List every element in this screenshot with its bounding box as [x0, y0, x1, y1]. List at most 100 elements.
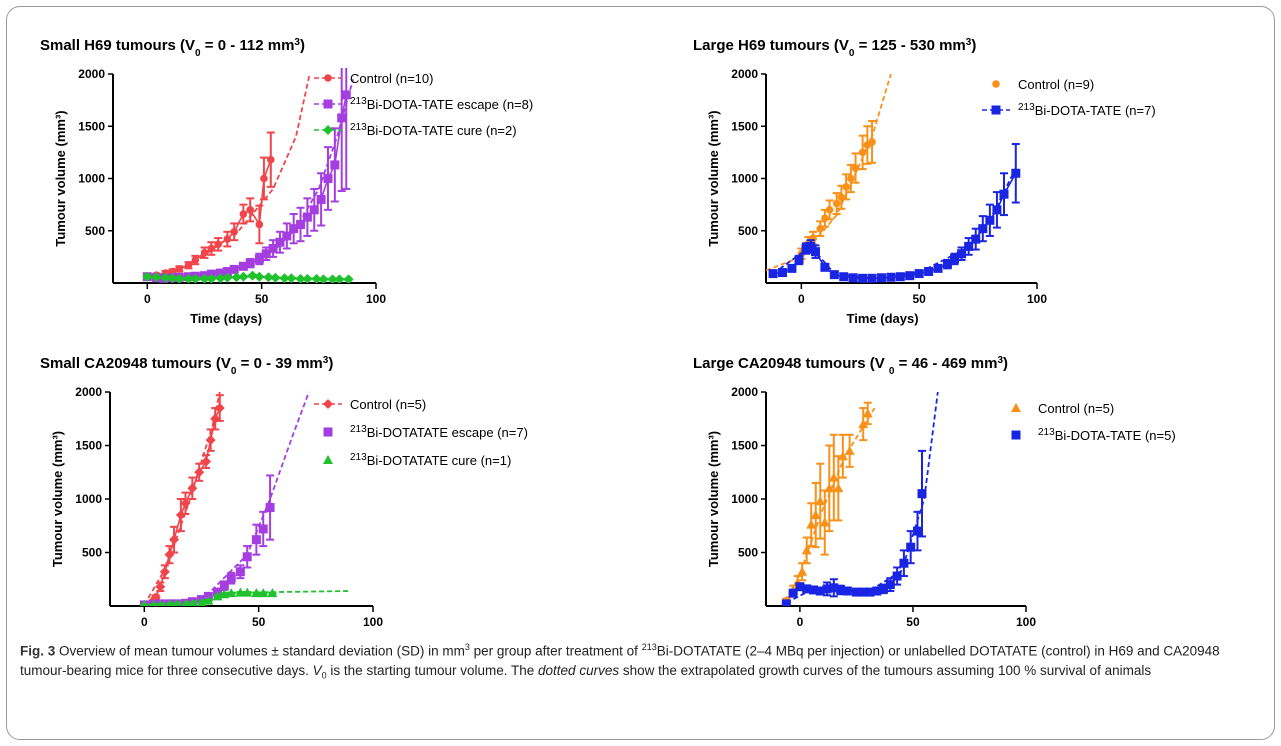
data-point: [327, 274, 338, 283]
plot-area: [781, 391, 939, 606]
data-point: [222, 267, 232, 277]
data-point: [899, 558, 909, 568]
data-point: [231, 272, 242, 283]
data-point: [160, 272, 171, 283]
chart-title-part: Small H69 tumours (V: [40, 37, 195, 54]
data-point: [242, 552, 252, 562]
data-point: [914, 269, 924, 279]
legend-label-part: Bi-DOTA-TATE (n=5): [1055, 428, 1176, 443]
data-point: [270, 272, 281, 283]
chart-title: Large CA20948 tumours (V 0 = 46 - 469 mm…: [693, 355, 1008, 377]
y-tick-label: 500: [738, 546, 758, 560]
legend-label-part: Bi-DOTA-TATE (n=7): [1035, 103, 1156, 118]
legend-marker: [323, 427, 333, 437]
data-point: [876, 273, 886, 283]
data-point: [912, 526, 922, 536]
data-point: [282, 231, 292, 241]
chart-title-part: ): [971, 37, 976, 54]
data-point: [245, 258, 255, 268]
fit-curve: [772, 167, 1017, 280]
x-tick-label: 100: [1027, 292, 1047, 306]
chart-title: Small H69 tumours (V0 = 0 - 112 mm3): [40, 37, 305, 59]
data-point: [295, 273, 306, 283]
caption-text-3: Bi-DOTATATE (2–4 MBq per injection) or u…: [20, 643, 1220, 678]
x-tick-label: 0: [797, 615, 804, 629]
data-point: [832, 199, 841, 208]
data-point: [833, 483, 844, 493]
data-point: [251, 535, 261, 545]
data-point: [167, 273, 178, 283]
data-point: [180, 498, 191, 509]
legend-label-part: Control (n=5): [1038, 401, 1114, 416]
data-point: [892, 571, 902, 581]
data-point: [797, 566, 808, 576]
data-point: [858, 419, 869, 429]
y-tick-label: 1000: [78, 172, 105, 186]
legend-label-part: Control (n=10): [350, 71, 433, 86]
legend-label: Control (n=5): [1038, 401, 1114, 416]
chart-title-part: 0: [889, 366, 895, 377]
y-axis-label: Tumour volume (mm³): [706, 431, 721, 567]
data-point: [323, 174, 333, 183]
data-point: [865, 587, 875, 597]
caption-text-1: Overview of mean tumour volumes ± standa…: [55, 643, 465, 659]
data-point: [260, 174, 268, 183]
legend-label: 213Bi-DOTA-TATE cure (n=2): [350, 122, 517, 139]
data-point: [992, 205, 1002, 215]
data-point: [187, 483, 198, 494]
data-point: [150, 599, 157, 606]
data-point: [289, 224, 299, 234]
x-tick-label: 100: [1016, 615, 1036, 629]
y-tick-label: 2000: [731, 67, 758, 81]
chart-title-part: = 46 - 469 mm: [894, 355, 997, 372]
data-point: [265, 503, 275, 513]
fit-curve: [147, 73, 311, 278]
figure-canvas: Small H69 tumours (V0 = 0 - 112 mm3) 500 1…: [40, 37, 1176, 630]
data-point: [895, 272, 905, 282]
data-point: [207, 244, 216, 253]
series-1: [143, 73, 311, 281]
data-point: [214, 403, 225, 414]
legend-label: 213Bi-DOTATATE cure (n=1): [350, 452, 511, 469]
data-point: [169, 534, 180, 545]
data-point: [174, 273, 185, 283]
figure-frame: [6, 6, 1275, 740]
data-point: [159, 566, 170, 577]
data-point: [924, 267, 934, 277]
data-point: [839, 272, 849, 282]
data-point: [330, 160, 340, 170]
data-point: [788, 588, 798, 598]
chart-title-part: Large H69 tumours (V: [693, 37, 849, 54]
caption-fig-label: Fig. 3: [20, 643, 56, 659]
data-point: [836, 585, 846, 595]
data-point: [258, 588, 269, 598]
data-point: [806, 519, 817, 529]
y-tick-label: 2000: [75, 385, 102, 399]
caption-sup-2: 213: [641, 642, 657, 652]
data-point: [858, 587, 868, 597]
legend-label-part: Bi-DOTATATE escape (n=7): [367, 425, 528, 440]
data-point: [226, 573, 236, 583]
data-point: [247, 270, 258, 281]
data-point: [868, 138, 876, 146]
data-point: [206, 273, 217, 283]
data-point: [905, 271, 915, 281]
series-1: [781, 401, 876, 605]
chart-title-part: Small CA20948 tumours (V: [40, 355, 231, 372]
chart-title-part: = 125 - 530 mm: [854, 37, 965, 54]
series-2: [781, 391, 939, 606]
data-point: [837, 451, 848, 461]
data-point: [316, 194, 326, 204]
data-point: [819, 517, 830, 527]
data-point: [824, 483, 835, 493]
fit-curve: [147, 78, 354, 278]
data-point: [851, 164, 860, 172]
y-axis-label: Tumour volume (mm³): [50, 431, 65, 567]
legend-marker: [323, 99, 333, 109]
y-tick-label: 1000: [75, 492, 102, 506]
y-tick-label: 1500: [731, 439, 758, 453]
data-point: [142, 271, 153, 282]
legend: Control (n=9) 213Bi-DOTA-TATE (n=7): [982, 77, 1156, 118]
data-point: [184, 261, 193, 270]
data-point: [222, 272, 233, 283]
